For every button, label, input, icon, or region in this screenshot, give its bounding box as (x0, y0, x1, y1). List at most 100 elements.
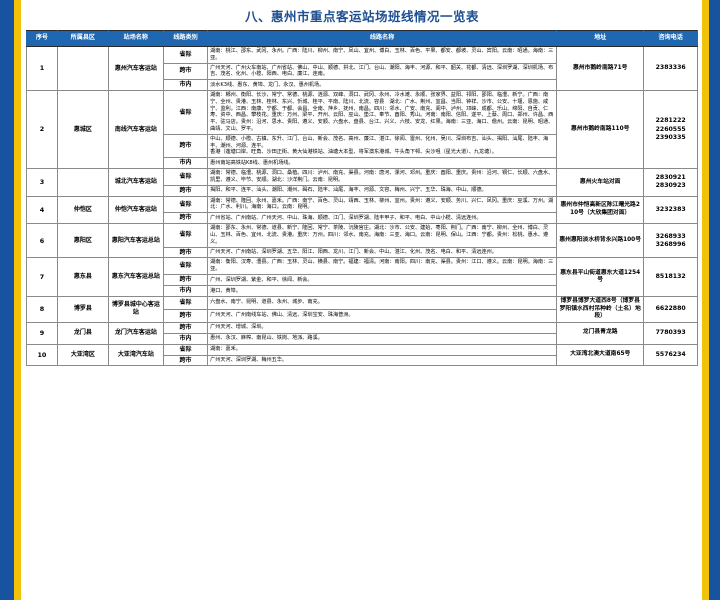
cell-route-type: 省际 (162, 223, 209, 248)
cell-route-type: 省际 (162, 195, 209, 214)
cell-address: 龙门县青龙路 (556, 321, 645, 345)
table-row: 跨市 广州天河、广州南站、深圳罗湖、五华、阳江、阳西、龙川、江门、新会、中山、湛江… (27, 246, 698, 259)
cell-address: 惠东县平山街道惠东大道1254号 (556, 257, 645, 297)
header-tel: 咨询电话 (643, 30, 698, 47)
table-body: 1 惠州汽车客运站 省际 湖南：桃江、邵东、武冈、永州。广西：陆川、柳州、南宁、凤山、… (26, 45, 698, 367)
left-blue-rail (0, 0, 14, 600)
table-row: 8 博罗县 博罗县城中心客运站 省际 六盘水、南宁、昆明、道县、永州、城步、南充。 博罗县… (26, 295, 698, 323)
cell-station-name: 龙门汽车客运站 (107, 321, 164, 345)
cell-address: 惠州市鹅岭南路110号 (556, 90, 645, 170)
cell-station-name: 博罗县城中心客运站 (107, 295, 164, 323)
page-title: 八、惠州市重点客运站场班线情况一览表 (244, 8, 479, 24)
cell-address: 惠州市鹅岭南路71号 (556, 45, 645, 92)
cell-route-names: 广州天河、广州南站、深圳罗湖、五华、阳江、阳西、龙川、江门、新会、中山、湛江、化… (207, 246, 558, 259)
cell-route-type: 省际 (162, 295, 209, 310)
cell-county (56, 45, 109, 92)
table-container: 序号 所属县区 站场名称 线路类别 线路名称 地址 咨询电话 1 惠州汽车客运站省… (26, 30, 698, 596)
cell-phone-number: 2383336 (643, 45, 698, 92)
cell-route-type: 省际 (162, 46, 209, 64)
cell-phone-number: 7780393 (643, 321, 698, 345)
cell-county: 惠阳区 (56, 223, 109, 259)
table-row: 9 龙门县 龙门汽车客运站 跨市 广州天河、增城、深圳。 龙门县青龙路 7780393 (26, 321, 698, 345)
table-header: 序号 所属县区 站场名称 线路类别 线路名称 地址 咨询电话 (26, 30, 698, 47)
cell-route-names: 六盘水、南宁、昆明、道县、永州、城步、南充。 (207, 295, 558, 310)
cell-route-type: 跨市 (162, 354, 209, 367)
cell-serial-number: 10 (26, 343, 58, 367)
table-row: 跨市 广州天河、广州南线车站、佛山、清远、深圳宝安、珠海普洲。 (27, 308, 698, 323)
cell-serial-number: 2 (26, 90, 58, 170)
header-routes: 线路名称 (207, 30, 558, 47)
cell-route-names: 湖南：嘉禾。 (207, 343, 558, 356)
cell-route-names: 港口、黄埠。 (207, 284, 558, 297)
cell-route-names: 惠州南站高铁站K8线、惠州机场线。 (207, 157, 558, 170)
cell-route-type: 市内 (162, 79, 209, 92)
cell-station-name: 大亚湾汽车站 (107, 343, 164, 367)
table-row: 3 城北汽车客运站 省际 湖南：常德、临澧、桃源、洞口、桑植。四川：泸州、南充、渠县。… (26, 168, 698, 197)
cell-route-type: 跨市 (162, 246, 209, 259)
table-row: 跨市 揭阳、和平、连平、汕头、潮阳、潮州、碣石、陆丰、汕尾、海丰、河源、文容、梅州… (27, 184, 698, 197)
cell-county: 博罗县 (56, 295, 109, 323)
cell-route-names: 湖南：郴州、衡阳、长沙、常宁、常德、桃源、涟源、双峰、洞口、武冈、永州、冷水滩、… (207, 90, 558, 135)
table-row: 6 惠阳区 惠阳汽车客运总站 省际 湖南：邵东、永州、常德、道县、新宁、隆回、常宁、茶陵… (26, 223, 698, 259)
cell-serial-number: 1 (26, 45, 58, 92)
table-row: 1 惠州汽车客运站 省际 湖南：桃江、邵东、武冈、永州。广西：陆川、柳州、南宁、凤山、… (26, 45, 698, 92)
table-row: 10 大亚湾区 大亚湾汽车站 省际 湖南：嘉禾。 大亚湾北澳大道南65号 5576234 (26, 343, 698, 367)
header-station: 站场名称 (107, 30, 164, 47)
cell-station-name: 惠阳汽车客运总站 (107, 223, 164, 259)
cell-serial-number: 3 (26, 168, 58, 197)
header-no: 序号 (26, 30, 58, 47)
cell-station-name: 惠州汽车客运站 (107, 45, 164, 92)
cell-route-names: 广州、深圳罗湖、紫金、和平、徐闻、新会。 (207, 274, 558, 286)
left-white-rail (21, 0, 26, 600)
header-county: 所属县区 (56, 30, 109, 47)
cell-serial-number: 4 (26, 195, 58, 225)
right-yellow-rail (702, 0, 709, 600)
right-blue-rail (709, 0, 720, 600)
cell-route-type: 跨市 (162, 274, 209, 286)
cell-route-names: 广州省站、广州南站、广州天河、中山、珠海、顺德、江门、深圳罗湖、陆丰甲子、和平、… (207, 212, 558, 225)
cell-county: 仲恺区 (56, 195, 109, 225)
cell-county: 惠城区 (56, 90, 109, 170)
cell-route-type: 市内 (162, 157, 209, 170)
cell-phone-number: 8518132 (643, 257, 698, 297)
cell-route-type: 跨市 (162, 212, 209, 225)
cell-route-names: 淡水K3线、惠东、黄埠、龙门、永汉、惠州机场。 (207, 79, 558, 92)
cell-route-names: 湖南：常德、临澧、桃源、洞口、桑植。四川：泸州、南充、渠县。河南：唐河、漯河、邓… (207, 168, 558, 186)
cell-route-names: 广州天河、增城、深圳。 (207, 321, 558, 334)
header-row: 序号 所属县区 站场名称 线路类别 线路名称 地址 咨询电话 (26, 30, 698, 47)
cell-serial-number: 6 (26, 223, 58, 259)
cell-route-names: 湖南：衡阳、汉寿、澧县。广西：玉林、灵山、横县、南宁。福建：福清。河南：南阳。四… (207, 257, 558, 276)
cell-phone-number: 2281222 2260555 2390335 (643, 90, 698, 170)
title-bar: 八、惠州市重点客运站场班线情况一览表 (26, 0, 698, 30)
cell-route-type: 跨市 (162, 321, 209, 334)
table-row: 市内 惠州南站高铁站K8线、惠州机场线。 (27, 157, 698, 170)
cell-address: 惠州市仲恺高新区陈江曙光路210号（大欣集团对面） (556, 195, 645, 225)
cell-address: 惠州惠阳淡水桥背永兴路100号 (556, 223, 645, 259)
cell-route-names: 揭阳、和平、连平、汕头、潮阳、潮州、碣石、陆丰、汕尾、海丰、河源、文容、梅州、兴… (207, 184, 558, 197)
cell-phone-number: 6622880 (643, 295, 698, 323)
cell-route-names: 广州天河、深圳罗湖、梅州五华。 (207, 354, 558, 367)
cell-serial-number: 9 (26, 321, 58, 345)
bus-station-routes-table: 序号 所属县区 站场名称 线路类别 线路名称 地址 咨询电话 1 惠州汽车客运站省… (26, 30, 698, 367)
left-yellow-rail (14, 0, 21, 600)
cell-route-names: 湖南：邵东、永州、常德、道县、新宁、隆回、常宁、茶陵、沅陵官庄。湖北：沙市、公安… (207, 223, 558, 248)
cell-route-type: 跨市 (162, 308, 209, 323)
cell-county: 惠东县 (56, 257, 109, 297)
cell-phone-number: 5576234 (643, 343, 698, 367)
cell-serial-number: 8 (26, 295, 58, 323)
cell-serial-number: 7 (26, 257, 58, 297)
cell-route-type: 跨市 (162, 184, 209, 197)
cell-station-name: 城北汽车客运站 (107, 168, 164, 197)
cell-phone-number: 3232383 (643, 195, 698, 225)
cell-route-names: 广州天河、广州南线车站、佛山、清远、深圳宝安、珠海普洲。 (207, 308, 558, 323)
cell-station-name: 仲恺汽车客运站 (107, 195, 164, 225)
cell-route-names: 湖南：桃江、邵东、武冈、永州。广西：陆川、柳州、南宁、凤山、宜州、博白、玉林、百… (207, 46, 558, 64)
cell-route-type: 跨市 (162, 62, 209, 81)
cell-station-name: 南线汽车客运站 (107, 90, 164, 170)
cell-station-name: 惠东汽车客运总站 (107, 257, 164, 297)
cell-route-names: 中山、顺德、小榄、古镇、东升、江门、台山、新会、茂名、高州、廉江、湛江、徐闻、雷… (207, 133, 558, 159)
table-row: 7 惠东县 惠东汽车客运总站 省际 湖南：衡阳、汉寿、澧县。广西：玉林、灵山、横县、南宁… (26, 257, 698, 297)
table-row: 2 惠城区 南线汽车客运站 省际 湖南：郴州、衡阳、长沙、常宁、常德、桃源、涟源、双峰、… (26, 90, 698, 170)
cell-county: 大亚湾区 (56, 343, 109, 367)
